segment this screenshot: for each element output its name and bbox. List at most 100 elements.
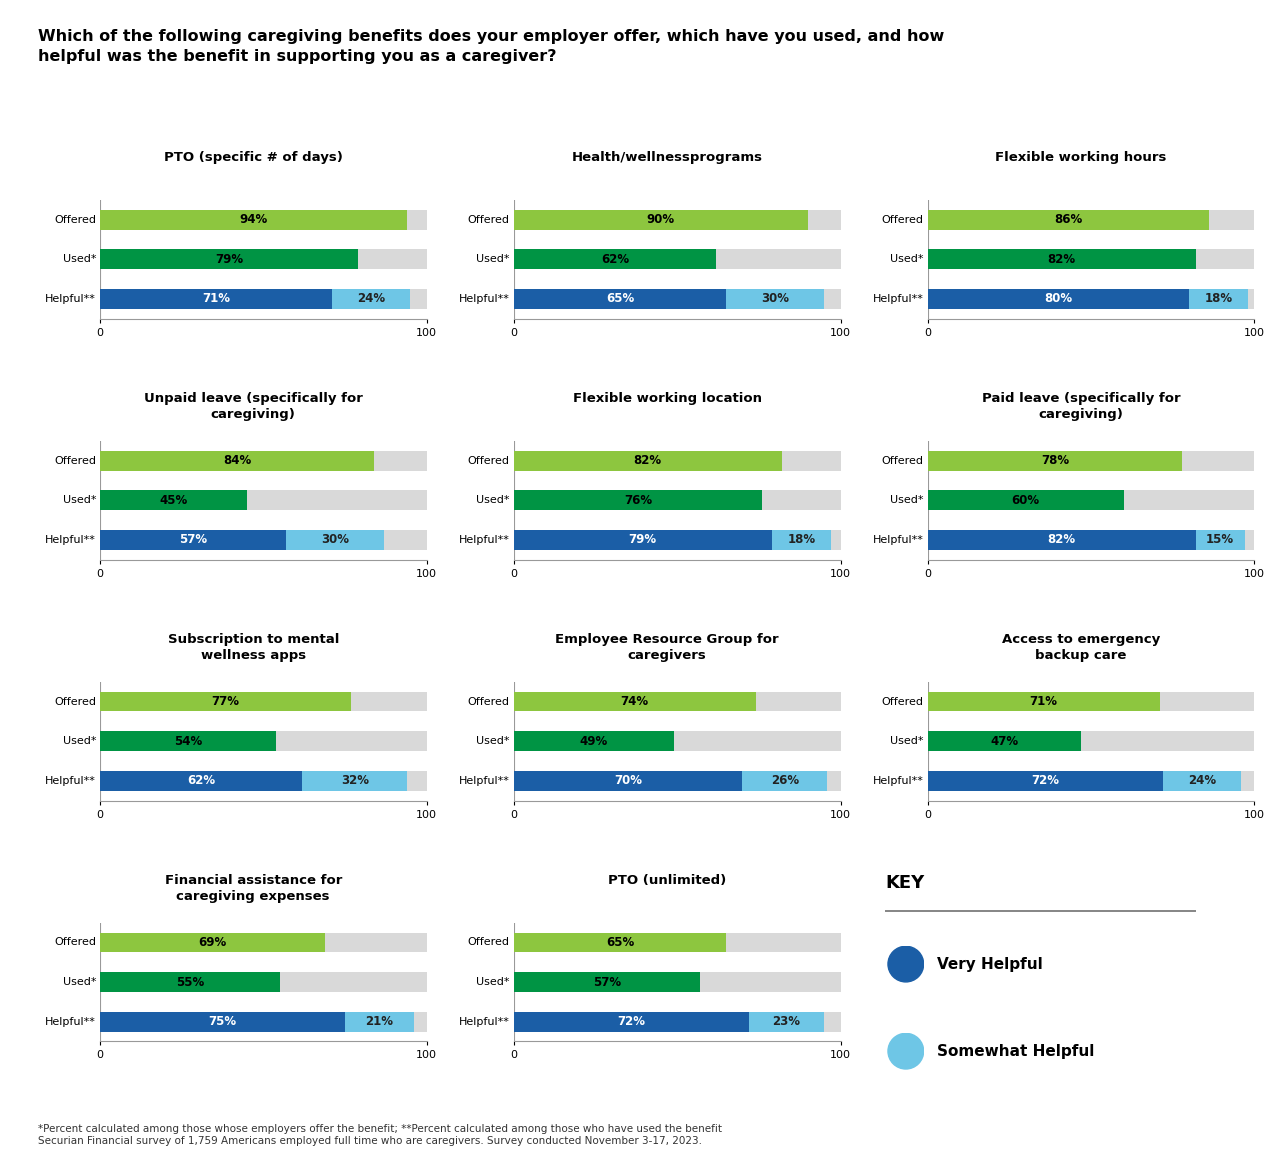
Text: 82%: 82% <box>1047 253 1075 266</box>
Text: Offered: Offered <box>54 937 96 947</box>
Bar <box>100 932 325 952</box>
Text: Helpful**: Helpful** <box>873 535 924 545</box>
Text: 65%: 65% <box>605 293 634 305</box>
Text: 78%: 78% <box>1041 454 1069 467</box>
Bar <box>749 1011 824 1031</box>
Text: Offered: Offered <box>468 455 509 466</box>
Bar <box>100 731 276 751</box>
Text: 72%: 72% <box>1032 774 1060 787</box>
Text: 15%: 15% <box>1206 533 1234 547</box>
Text: 79%: 79% <box>215 253 243 266</box>
Bar <box>513 771 841 791</box>
Text: Paid leave (specifically for
caregiving): Paid leave (specifically for caregiving) <box>982 391 1180 420</box>
Text: Helpful**: Helpful** <box>460 1017 509 1026</box>
Bar <box>928 731 1082 751</box>
Bar <box>1196 529 1244 549</box>
Text: 45%: 45% <box>159 493 187 506</box>
Bar <box>513 210 808 230</box>
Text: 86%: 86% <box>1053 214 1082 226</box>
Bar <box>742 771 827 791</box>
Bar <box>513 450 782 470</box>
Text: Used*: Used* <box>63 496 96 505</box>
Bar <box>928 210 1254 230</box>
Bar <box>100 250 358 269</box>
Text: 26%: 26% <box>771 774 799 787</box>
Bar <box>513 490 841 510</box>
Text: Used*: Used* <box>63 254 96 265</box>
Text: PTO (specific # of days): PTO (specific # of days) <box>164 151 343 164</box>
Text: 75%: 75% <box>209 1015 237 1029</box>
Text: 69%: 69% <box>198 936 227 949</box>
Text: Helpful**: Helpful** <box>45 294 96 304</box>
Text: Unpaid leave (specifically for
caregiving): Unpaid leave (specifically for caregivin… <box>143 391 362 420</box>
Bar <box>100 490 426 510</box>
Bar <box>100 289 332 309</box>
Text: Flexible working hours: Flexible working hours <box>996 151 1166 164</box>
Bar <box>928 490 1254 510</box>
Bar <box>100 250 426 269</box>
Text: 71%: 71% <box>202 293 230 305</box>
Text: *Percent calculated among those whose employers offer the benefit; **Percent cal: *Percent calculated among those whose em… <box>38 1124 722 1146</box>
Text: Used*: Used* <box>476 254 509 265</box>
Bar <box>100 771 302 791</box>
Text: Helpful**: Helpful** <box>460 776 509 786</box>
Bar <box>100 692 426 712</box>
Text: 82%: 82% <box>1047 533 1075 547</box>
Text: KEY: KEY <box>886 873 924 892</box>
Bar <box>928 490 1124 510</box>
Text: Helpful**: Helpful** <box>873 776 924 786</box>
Text: Helpful**: Helpful** <box>460 535 509 545</box>
Bar <box>513 771 742 791</box>
Text: 82%: 82% <box>634 454 662 467</box>
Bar <box>928 250 1254 269</box>
Text: 30%: 30% <box>321 533 349 547</box>
Bar <box>100 210 426 230</box>
Bar <box>513 210 841 230</box>
Text: Helpful**: Helpful** <box>460 294 509 304</box>
Bar <box>100 529 426 549</box>
Bar <box>513 972 841 991</box>
Bar <box>928 210 1208 230</box>
Text: 71%: 71% <box>1029 695 1057 708</box>
Bar <box>513 932 726 952</box>
Text: 30%: 30% <box>762 293 790 305</box>
Text: 57%: 57% <box>593 975 621 988</box>
Text: 77%: 77% <box>211 695 239 708</box>
Bar <box>928 289 1254 309</box>
Bar <box>772 529 831 549</box>
Bar <box>287 529 384 549</box>
Circle shape <box>888 1033 924 1069</box>
Text: 49%: 49% <box>580 735 608 748</box>
Text: Flexible working location: Flexible working location <box>572 391 762 405</box>
Text: 60%: 60% <box>1011 493 1039 506</box>
Text: Used*: Used* <box>890 496 924 505</box>
Bar <box>513 490 762 510</box>
Bar <box>513 731 841 751</box>
Text: 74%: 74% <box>621 695 649 708</box>
Text: Offered: Offered <box>882 697 924 707</box>
Bar <box>928 771 1164 791</box>
Bar <box>513 529 772 549</box>
Text: 76%: 76% <box>623 493 652 506</box>
Bar <box>100 972 279 991</box>
Text: Offered: Offered <box>54 455 96 466</box>
Bar <box>928 731 1254 751</box>
Text: PTO (unlimited): PTO (unlimited) <box>608 873 726 887</box>
Text: Offered: Offered <box>468 697 509 707</box>
Bar <box>1189 289 1248 309</box>
Text: 62%: 62% <box>602 253 628 266</box>
Bar <box>100 1011 344 1031</box>
Text: Subscription to mental
wellness apps: Subscription to mental wellness apps <box>168 633 339 662</box>
Bar <box>928 529 1196 549</box>
Text: 80%: 80% <box>1044 293 1073 305</box>
Text: Used*: Used* <box>476 736 509 747</box>
Text: Financial assistance for
caregiving expenses: Financial assistance for caregiving expe… <box>165 873 342 902</box>
Bar <box>100 450 426 470</box>
Text: 24%: 24% <box>357 293 385 305</box>
Bar <box>100 692 352 712</box>
Text: 47%: 47% <box>991 735 1019 748</box>
Bar <box>1164 771 1242 791</box>
Text: Offered: Offered <box>882 455 924 466</box>
Text: Which of the following caregiving benefits does your employer offer, which have : Which of the following caregiving benefi… <box>38 29 945 64</box>
Text: Access to emergency
backup care: Access to emergency backup care <box>1002 633 1160 662</box>
